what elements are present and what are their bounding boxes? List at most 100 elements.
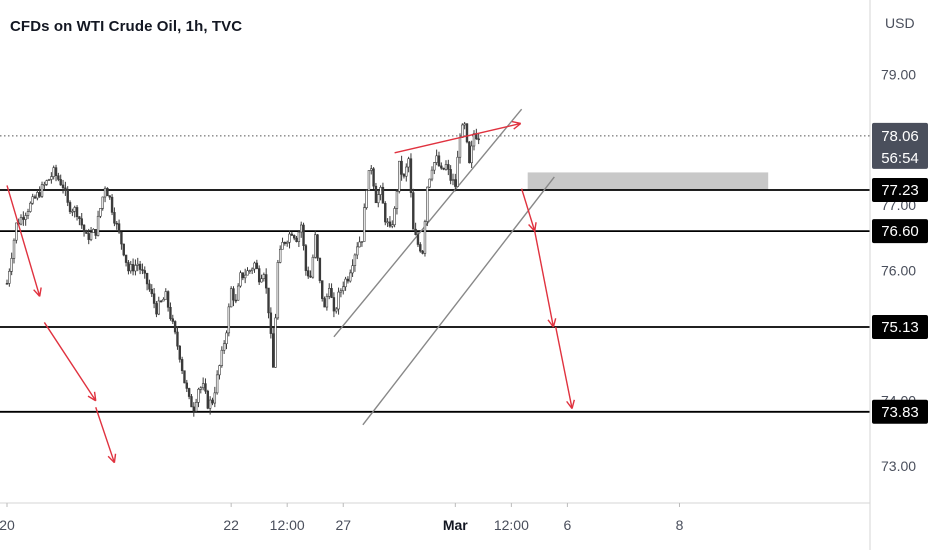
candle-body bbox=[197, 388, 200, 403]
candle-body bbox=[302, 224, 305, 246]
candle-body bbox=[159, 300, 163, 303]
candle-body bbox=[379, 186, 382, 195]
candle-body bbox=[363, 207, 366, 242]
candle-body bbox=[300, 224, 303, 233]
candle-body bbox=[435, 155, 438, 163]
candle-body bbox=[402, 174, 406, 177]
arrow-head bbox=[93, 391, 97, 401]
last-price-label: 78.06 bbox=[881, 128, 919, 145]
candle-body bbox=[391, 224, 394, 227]
candle-body bbox=[264, 274, 268, 289]
candle-body bbox=[80, 218, 83, 226]
candle-body bbox=[293, 235, 296, 239]
candle-body bbox=[36, 192, 39, 199]
candle-body bbox=[250, 268, 254, 271]
candle-body bbox=[180, 359, 184, 372]
trend-arrow bbox=[6, 185, 41, 297]
candle-body bbox=[269, 312, 273, 334]
candle-body bbox=[405, 166, 408, 177]
candle-body bbox=[255, 262, 259, 269]
candle-body bbox=[10, 258, 13, 272]
candle-body bbox=[428, 178, 431, 188]
candle-body bbox=[22, 217, 25, 220]
candle-body bbox=[115, 222, 118, 225]
candle-body bbox=[414, 228, 417, 235]
candle-body bbox=[393, 208, 396, 226]
candle-body bbox=[229, 288, 233, 308]
candle-body bbox=[166, 291, 170, 308]
candle-body bbox=[113, 212, 116, 224]
candle-body bbox=[295, 237, 298, 242]
candle-body bbox=[377, 194, 380, 204]
candle-body bbox=[456, 156, 459, 187]
countdown-label: 56:54 bbox=[881, 150, 919, 167]
candle-body bbox=[213, 392, 217, 404]
candle-body bbox=[246, 270, 249, 276]
candle-body bbox=[257, 268, 261, 283]
candle-body bbox=[412, 192, 415, 230]
candle-body bbox=[33, 196, 37, 199]
candle-body bbox=[106, 187, 109, 197]
candle-body bbox=[71, 210, 74, 213]
candle-body bbox=[199, 387, 203, 390]
candle-body bbox=[463, 123, 466, 126]
candle-body bbox=[243, 274, 247, 279]
candle-body bbox=[426, 186, 429, 222]
candle-body bbox=[311, 256, 315, 278]
candle-body bbox=[454, 179, 457, 187]
candle-body bbox=[145, 273, 149, 285]
candle-body bbox=[59, 179, 62, 186]
arrow-head bbox=[87, 395, 97, 402]
candle-body bbox=[274, 317, 277, 368]
candle-body bbox=[314, 234, 317, 258]
candle-body bbox=[370, 168, 373, 171]
candle-body bbox=[384, 203, 387, 223]
candle-body bbox=[360, 241, 364, 243]
candle-body bbox=[92, 229, 95, 234]
candle-body bbox=[12, 239, 16, 259]
arrow-head bbox=[33, 289, 41, 297]
candle-body bbox=[335, 308, 338, 312]
x-tick-label: 12:00 bbox=[494, 517, 529, 533]
candle-body bbox=[388, 221, 392, 227]
candle-body bbox=[24, 215, 27, 220]
candle-body bbox=[437, 155, 441, 167]
candle-body bbox=[253, 262, 256, 270]
trend-arrow bbox=[394, 122, 521, 154]
candle-body bbox=[87, 233, 90, 240]
candle-body bbox=[323, 298, 326, 308]
candle-body bbox=[19, 217, 23, 225]
candle-body bbox=[346, 278, 350, 282]
candle-body bbox=[120, 231, 123, 245]
candle-body bbox=[61, 184, 65, 189]
chart-title: CFDs on WTI Crude Oil, 1h, TVC bbox=[10, 18, 243, 35]
x-tick-label: 27 bbox=[335, 517, 351, 533]
candle-body bbox=[187, 388, 191, 397]
candle-body bbox=[423, 221, 427, 254]
candle-body bbox=[288, 233, 291, 243]
zone-layer bbox=[527, 172, 769, 191]
candle-body bbox=[337, 291, 340, 310]
candle-body bbox=[52, 167, 55, 177]
candle-body bbox=[283, 241, 287, 244]
arrow-head bbox=[552, 318, 557, 328]
candle-body bbox=[185, 382, 188, 389]
candle-body bbox=[99, 208, 102, 217]
candle-body bbox=[220, 349, 224, 366]
level-labels: 77.23 76.60 75.13 73.83 78.06 56:54 bbox=[872, 122, 928, 424]
candle-body bbox=[304, 245, 308, 271]
candle-body bbox=[248, 270, 252, 272]
trend-arrow bbox=[534, 230, 555, 328]
candle-body bbox=[444, 164, 448, 170]
trend-arrow bbox=[555, 326, 573, 409]
candle-body bbox=[344, 278, 347, 288]
candle-body bbox=[262, 274, 266, 280]
candle-body bbox=[148, 283, 151, 290]
candle-body bbox=[449, 169, 452, 181]
candle-body bbox=[465, 123, 469, 143]
candle-body bbox=[271, 333, 275, 368]
candle-body bbox=[45, 180, 48, 185]
candle-body bbox=[138, 263, 142, 270]
candle-body bbox=[26, 211, 30, 216]
